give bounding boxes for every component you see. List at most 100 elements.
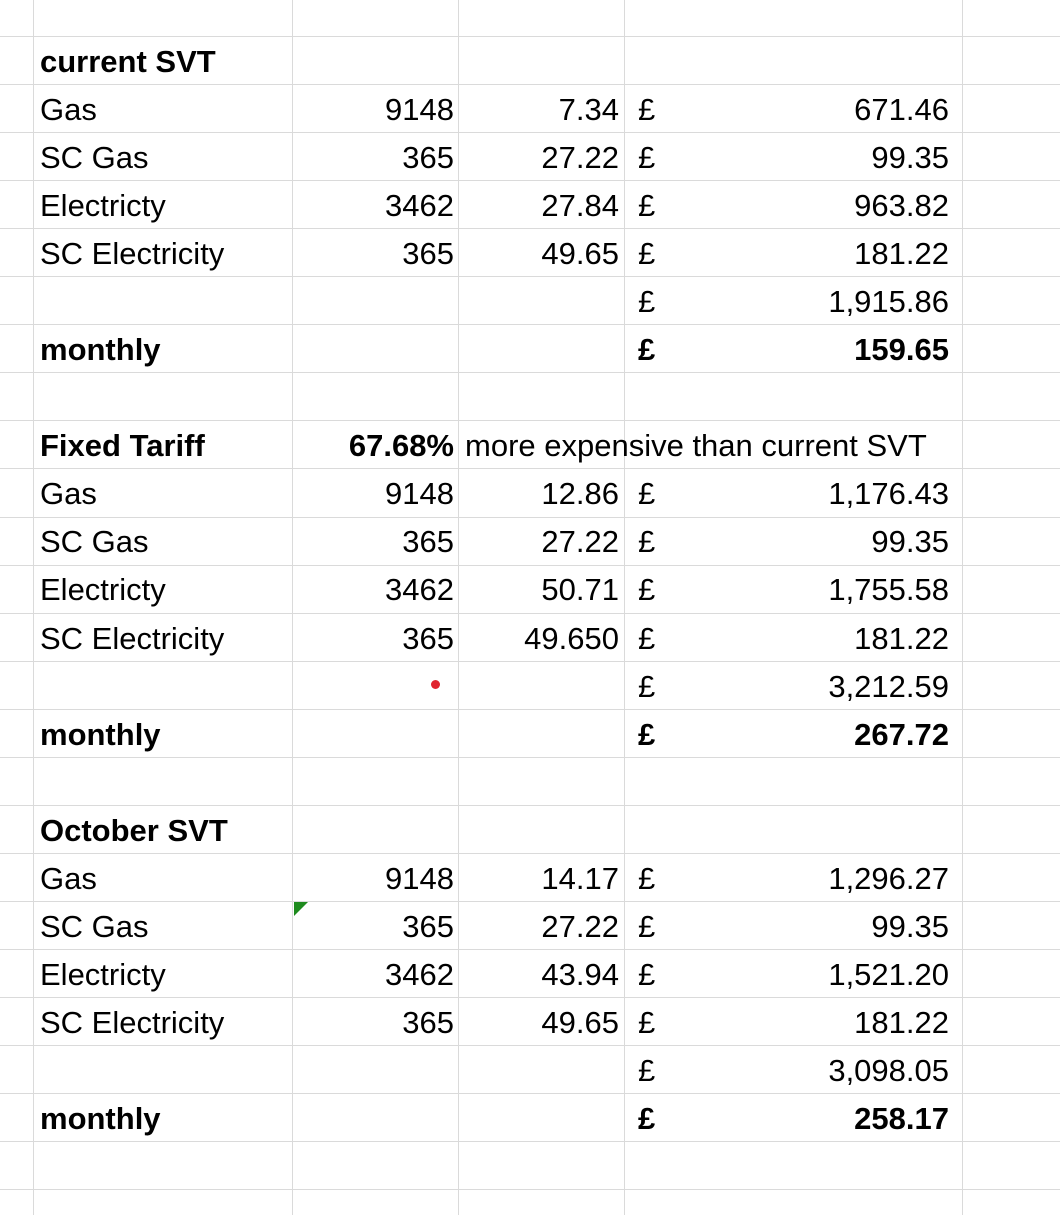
row-currency: £ (638, 909, 656, 944)
row-quantity[interactable]: 365 (402, 140, 454, 175)
row-quantity[interactable]: 3462 (385, 188, 454, 223)
row-label[interactable]: SC Electricity (40, 621, 225, 656)
row-gridline (0, 805, 1060, 806)
row-amount[interactable]: 1,755.58 (828, 572, 949, 607)
column-gridline (33, 0, 34, 1215)
row-amount[interactable]: 99.35 (871, 140, 949, 175)
row-rate[interactable]: 27.22 (541, 524, 619, 559)
row-amount[interactable]: 181.22 (854, 621, 949, 656)
row-gridline (0, 468, 1060, 469)
row-gridline (0, 84, 1060, 85)
row-gridline (0, 517, 1060, 518)
row-gridline (0, 997, 1060, 998)
comment-marker-icon[interactable] (294, 902, 308, 916)
row-label[interactable]: Electricty (40, 572, 166, 607)
total-currency: £ (638, 1053, 656, 1088)
row-quantity[interactable]: 9148 (385, 476, 454, 511)
row-rate[interactable]: 43.94 (541, 957, 619, 992)
row-gridline (0, 757, 1060, 758)
row-rate[interactable]: 49.65 (541, 1005, 619, 1040)
row-amount[interactable]: 1,521.20 (828, 957, 949, 992)
row-gridline (0, 853, 1060, 854)
column-gridline (458, 0, 459, 1215)
row-quantity[interactable]: 3462 (385, 957, 454, 992)
row-gridline (0, 1045, 1060, 1046)
monthly-amount[interactable]: 267.72 (854, 717, 949, 752)
row-quantity[interactable]: 365 (402, 236, 454, 271)
row-gridline (0, 324, 1060, 325)
row-quantity[interactable]: 9148 (385, 92, 454, 127)
row-gridline (0, 276, 1060, 277)
row-rate[interactable]: 49.650 (524, 621, 619, 656)
section-title[interactable]: October SVT (40, 813, 228, 848)
row-label[interactable]: SC Gas (40, 909, 149, 944)
monthly-amount[interactable]: 258.17 (854, 1101, 949, 1136)
row-label[interactable]: SC Electricity (40, 1005, 225, 1040)
monthly-label[interactable]: monthly (40, 332, 161, 367)
row-rate[interactable]: 27.22 (541, 140, 619, 175)
row-rate[interactable]: 50.71 (541, 572, 619, 607)
percent-difference[interactable]: 67.68% (348, 428, 454, 463)
row-gridline (0, 949, 1060, 950)
row-currency: £ (638, 1005, 656, 1040)
section-title[interactable]: current SVT (40, 44, 216, 79)
column-gridline (962, 0, 963, 1215)
row-rate[interactable]: 27.84 (541, 188, 619, 223)
monthly-currency: £ (638, 332, 656, 367)
row-amount[interactable]: 99.35 (871, 909, 949, 944)
row-label[interactable]: Electricty (40, 957, 166, 992)
row-gridline (0, 228, 1060, 229)
row-quantity[interactable]: 9148 (385, 861, 454, 896)
row-amount[interactable]: 99.35 (871, 524, 949, 559)
row-gridline (0, 180, 1060, 181)
row-rate[interactable]: 7.34 (558, 92, 619, 127)
row-gridline (0, 36, 1060, 37)
column-gridline (292, 0, 293, 1215)
row-quantity[interactable]: 3462 (385, 572, 454, 607)
row-amount[interactable]: 671.46 (854, 92, 949, 127)
row-gridline (0, 132, 1060, 133)
row-label[interactable]: Gas (40, 861, 97, 896)
row-gridline (0, 661, 1060, 662)
row-gridline (0, 372, 1060, 373)
row-rate[interactable]: 12.86 (541, 476, 619, 511)
row-currency: £ (638, 236, 656, 271)
row-label[interactable]: Gas (40, 92, 97, 127)
row-label[interactable]: Electricty (40, 188, 166, 223)
row-amount[interactable]: 1,296.27 (828, 861, 949, 896)
row-currency: £ (638, 572, 656, 607)
row-label[interactable]: Gas (40, 476, 97, 511)
row-amount[interactable]: 181.22 (854, 236, 949, 271)
row-amount[interactable]: 963.82 (854, 188, 949, 223)
total-amount[interactable]: 3,212.59 (828, 669, 949, 704)
monthly-label[interactable]: monthly (40, 1101, 161, 1136)
section-title[interactable]: Fixed Tariff (40, 428, 205, 463)
row-rate[interactable]: 49.65 (541, 236, 619, 271)
row-currency: £ (638, 140, 656, 175)
row-quantity[interactable]: 365 (402, 621, 454, 656)
comparison-note[interactable]: more expensive than current SVT (465, 428, 927, 463)
row-amount[interactable]: 1,176.43 (828, 476, 949, 511)
row-rate[interactable]: 27.22 (541, 909, 619, 944)
row-currency: £ (638, 861, 656, 896)
row-currency: £ (638, 92, 656, 127)
row-rate[interactable]: 14.17 (541, 861, 619, 896)
total-amount[interactable]: 1,915.86 (828, 284, 949, 319)
monthly-label[interactable]: monthly (40, 717, 161, 752)
row-currency: £ (638, 957, 656, 992)
total-amount[interactable]: 3,098.05 (828, 1053, 949, 1088)
row-currency: £ (638, 188, 656, 223)
monthly-amount[interactable]: 159.65 (854, 332, 949, 367)
row-quantity[interactable]: 365 (402, 909, 454, 944)
row-quantity[interactable]: 365 (402, 524, 454, 559)
row-label[interactable]: SC Gas (40, 524, 149, 559)
row-gridline (0, 1189, 1060, 1190)
row-currency: £ (638, 621, 656, 656)
row-quantity[interactable]: 365 (402, 1005, 454, 1040)
row-gridline (0, 565, 1060, 566)
row-label[interactable]: SC Electricity (40, 236, 225, 271)
row-label[interactable]: SC Gas (40, 140, 149, 175)
row-gridline (0, 901, 1060, 902)
row-amount[interactable]: 181.22 (854, 1005, 949, 1040)
